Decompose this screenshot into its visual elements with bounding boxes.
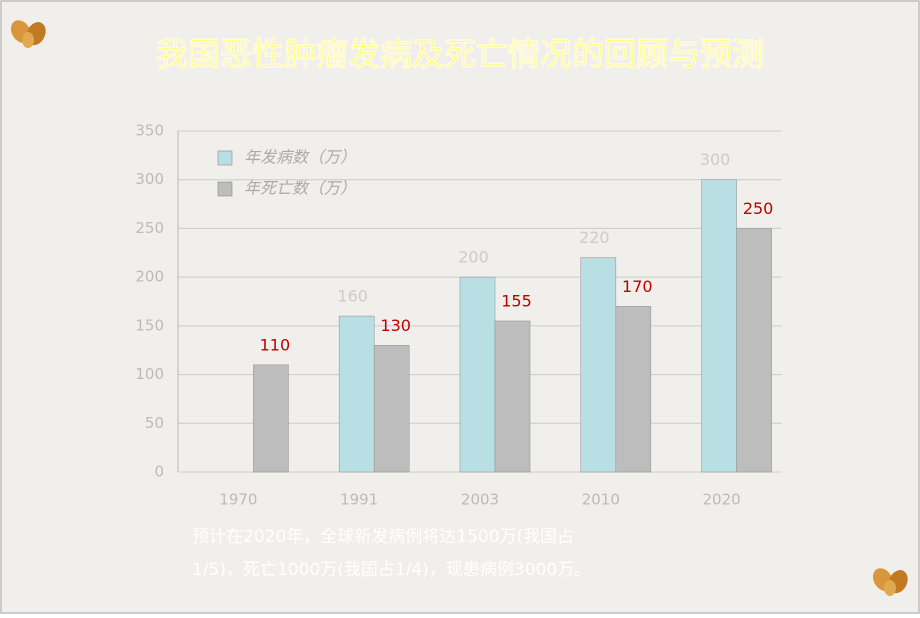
bar	[580, 257, 617, 473]
bar	[253, 364, 289, 473]
note-line: 预计在2020年，全球新发病例将达1500万(我国占	[192, 527, 574, 547]
y-tick-label: 300	[135, 170, 164, 188]
legend-swatch	[217, 150, 233, 166]
chart-title: 我国恶性肿瘤发病及死亡情况的回顾与预测	[156, 35, 764, 73]
bar	[338, 315, 375, 473]
x-tick-label: 2010	[582, 491, 620, 509]
y-tick-label: 0	[154, 463, 164, 481]
y-tick-label: 250	[135, 219, 164, 237]
data-label: 300	[700, 150, 731, 169]
legend-label: 年死亡数（万）	[244, 179, 356, 198]
data-label: 200	[458, 248, 489, 267]
legend-label: 年发病数（万）	[244, 148, 356, 167]
bar	[459, 276, 496, 473]
data-label: 160	[337, 287, 368, 306]
bar	[494, 320, 531, 473]
bar	[736, 228, 772, 473]
legend-swatch	[217, 181, 233, 197]
note-line: 1/5)，死亡1000万(我国占1/4)，现患病例3000万。	[192, 560, 591, 580]
x-tick-label: 2020	[703, 491, 741, 509]
y-tick-label: 350	[135, 122, 164, 140]
y-tick-label: 150	[135, 316, 164, 334]
y-tick-label: 50	[145, 414, 164, 432]
bar	[701, 179, 737, 473]
data-label: 130	[380, 316, 411, 335]
x-tick-label: 2003	[461, 491, 499, 509]
butterfly	[10, 20, 46, 48]
bar	[615, 306, 652, 473]
data-label: 250	[743, 199, 774, 218]
data-label: 220	[579, 228, 610, 247]
y-tick-label: 100	[135, 365, 164, 383]
data-label: 110	[260, 335, 291, 354]
butterfly	[872, 568, 908, 596]
data-label: 170	[622, 277, 653, 296]
x-tick-label: 1970	[219, 491, 257, 509]
bar	[373, 345, 410, 473]
y-tick-label: 200	[135, 268, 164, 286]
x-tick-label: 1991	[340, 491, 378, 509]
data-label: 155	[501, 291, 532, 310]
